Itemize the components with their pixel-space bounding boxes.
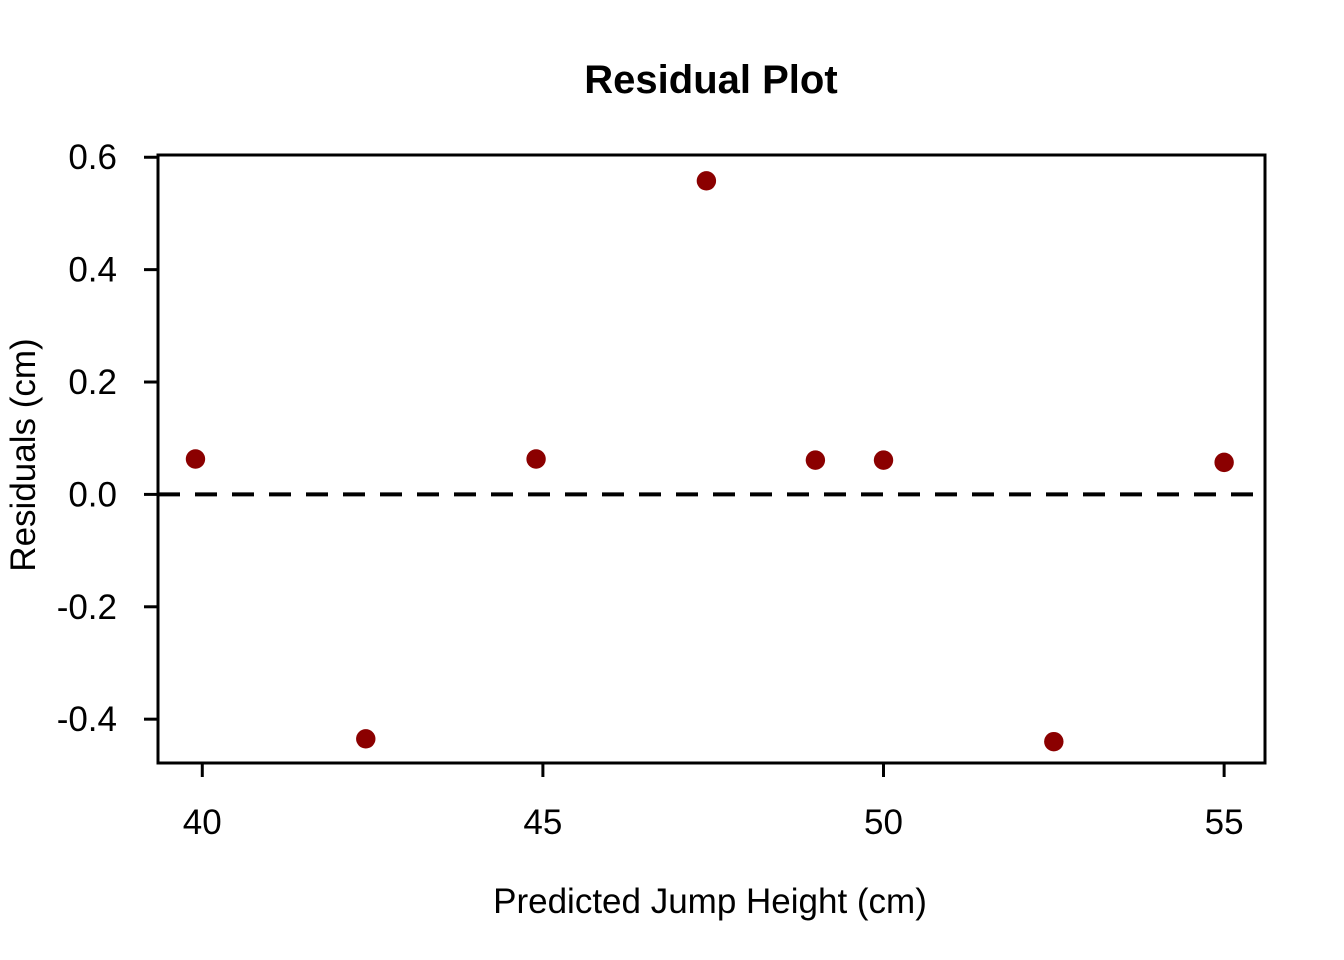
y-axis-label: Residuals (cm) [4,338,43,571]
y-tick-label: 0.2 [68,363,117,402]
plot-area: 40 45 50 55 -0.4 -0.2 0.0 0.2 0.4 0.6 [57,138,1267,842]
data-point [805,450,826,470]
x-tick-label: 45 [523,803,562,842]
y-tick-label: 0.0 [68,475,117,514]
plot-box [156,153,1267,765]
y-tick-label: -0.2 [57,588,117,627]
data-point [696,171,717,191]
y-tick-label: 0.4 [68,251,117,290]
data-point [356,729,376,749]
data-point [873,450,894,470]
y-tick-label: -0.4 [57,700,117,739]
x-tick-label: 55 [1205,803,1244,842]
x-tick-label: 40 [183,803,222,842]
data-point [1214,452,1234,473]
y-tick-label: 0.6 [68,138,117,177]
x-axis-label: Predicted Jump Height (cm) [493,882,927,921]
data-point [1044,731,1064,752]
chart-title: Residual Plot [584,58,837,102]
x-tick-label: 50 [864,803,903,842]
data-point [526,449,546,469]
data-point [185,449,206,469]
